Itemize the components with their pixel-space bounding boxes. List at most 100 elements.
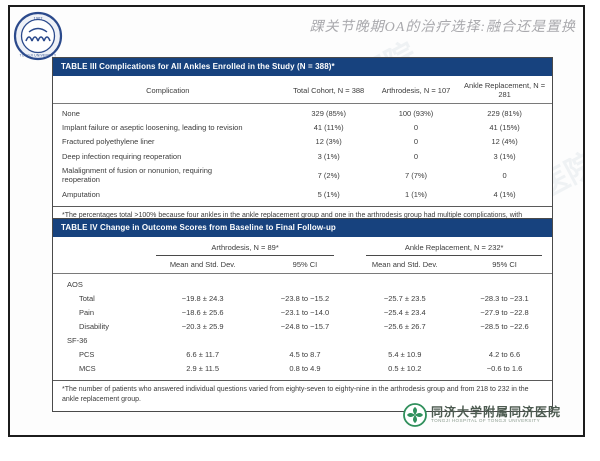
cell-value: 0 xyxy=(413,137,419,147)
group-header-replacement: Ankle Replacement, N = 232* xyxy=(352,243,552,256)
group-header-arthrodesis: Arthrodesis, N = 89* xyxy=(148,243,353,256)
cell-value: 12 (3%) xyxy=(315,137,342,147)
table-row: Pain −18.6 ± 25.6 −23.1 to −14.0 −25.4 ±… xyxy=(53,305,552,319)
table-row: Fractured polyethylene liner 12 (3%) 0 1… xyxy=(53,135,552,149)
row-label: Total xyxy=(79,293,95,303)
cell-value: 100 (93%) xyxy=(398,108,434,118)
cell-value: 5 (1%) xyxy=(317,189,340,199)
cell-value: 329 (85%) xyxy=(311,108,346,118)
cell-value: −24.8 to −15.7 xyxy=(280,321,330,331)
cell-value: 4.2 to 6.6 xyxy=(488,349,521,359)
tongji-university-seal-logo: 1907 TONGJI UNIVERSITY xyxy=(13,11,63,61)
cell-value: −23.8 to −15.2 xyxy=(280,293,330,303)
table-iii-header-row: Complication Total Cohort, N = 388 Arthr… xyxy=(53,76,552,104)
section-label: SF-36 xyxy=(67,335,88,345)
cell-value: −0.6 to 1.6 xyxy=(486,363,523,373)
table-row: Total −19.8 ± 24.3 −23.8 to −15.2 −25.7 … xyxy=(53,291,552,305)
table-iv-footnote: *The number of patients who answered ind… xyxy=(53,380,552,411)
table-row: Disability −20.3 ± 25.9 −24.8 to −15.7 −… xyxy=(53,319,552,333)
cell-value: 0 xyxy=(413,151,419,161)
cell-value: 4 (1%) xyxy=(493,189,516,199)
hospital-emblem-icon xyxy=(403,403,427,427)
column-header: Ankle Replacement, N = 281 xyxy=(464,81,546,99)
table-iv-body: AOS Total −19.8 ± 24.3 −23.8 to −15.2 −2… xyxy=(53,274,552,380)
cell-value: −25.6 ± 26.7 xyxy=(383,321,426,331)
slide-title: 踝关节晚期OA的治疗选择:融合还是置换 xyxy=(309,20,576,35)
complication-label: Deep infection requiring reoperation xyxy=(62,151,182,161)
tongji-hospital-logo: 同济大学附属同济医院 TONGJI HOSPITAL OF TONGJI UNI… xyxy=(403,403,561,427)
table-row: None 329 (85%) 100 (93%) 229 (81%) xyxy=(53,106,552,120)
seal-bridge-icon xyxy=(25,36,51,42)
row-label: PCS xyxy=(79,349,95,359)
column-header: 95% CI xyxy=(492,260,517,269)
cell-value: 7 (2%) xyxy=(317,170,340,180)
cell-value: −23.1 to −14.0 xyxy=(280,307,330,317)
cell-value: 0.5 ± 10.2 xyxy=(388,363,422,373)
cell-value: −20.3 ± 25.9 xyxy=(181,321,224,331)
complication-label: None xyxy=(62,108,80,118)
column-header: Mean and Std. Dev. xyxy=(169,260,236,269)
cell-value: −25.7 ± 23.5 xyxy=(383,293,426,303)
cell-value: −18.6 ± 25.6 xyxy=(181,307,224,317)
cell-value: −27.9 to −22.8 xyxy=(480,307,529,317)
column-header: Mean and Std. Dev. xyxy=(371,260,438,269)
cell-value: 0.8 to 4.9 xyxy=(289,363,321,373)
hospital-name-english: TONGJI HOSPITAL OF TONGJI UNIVERSITY xyxy=(430,417,541,423)
section-label: AOS xyxy=(67,279,83,289)
column-header: Complication xyxy=(146,85,190,95)
cell-value: 1 (1%) xyxy=(404,189,428,199)
cell-value: −28.5 to −22.6 xyxy=(480,321,529,331)
cell-value: 41 (15%) xyxy=(489,123,520,133)
slide-frame: 同济大学附属同济医院 同济大学附属同济医院 同济大学附属同济医院 1907 TO… xyxy=(8,5,585,437)
complication-label: Implant failure or aseptic loosening, le… xyxy=(62,122,243,132)
cell-value: 2.9 ± 11.5 xyxy=(186,363,220,373)
table-iv-subheader-row: Mean and Std. Dev. 95% CI Mean and Std. … xyxy=(53,256,552,274)
table-iv-title: TABLE IV Change in Outcome Scores from B… xyxy=(53,219,552,237)
cell-value: 3 (1%) xyxy=(317,151,340,161)
cell-value: 7 (7%) xyxy=(404,170,428,180)
cell-value: −28.3 to −23.1 xyxy=(480,293,529,303)
table-row: Deep infection requiring reoperation 3 (… xyxy=(53,149,552,163)
table-row: Implant failure or aseptic loosening, le… xyxy=(53,120,552,134)
seal-year: 1907 xyxy=(34,16,44,21)
cell-value: 41 (11%) xyxy=(313,123,344,133)
table-row: PCS 6.6 ± 11.7 4.5 to 8.7 5.4 ± 10.9 4.2… xyxy=(53,347,552,361)
group-header-label: Arthrodesis, N = 89* xyxy=(155,243,335,256)
group-header-label: Ankle Replacement, N = 232* xyxy=(366,243,542,256)
complication-label: Fractured polyethylene liner xyxy=(62,137,155,147)
row-label: MCS xyxy=(79,363,96,373)
cell-value: 5.4 ± 10.9 xyxy=(388,349,422,359)
cell-value: 0 xyxy=(502,170,507,180)
spacer xyxy=(53,260,148,269)
column-header: Total Cohort, N = 388 xyxy=(293,85,365,95)
cell-value: 229 (81%) xyxy=(487,108,522,118)
table-row: Malalignment of fusion or nonunion, requ… xyxy=(53,164,552,188)
column-header: 95% CI xyxy=(292,260,318,269)
row-label: Pain xyxy=(79,307,95,317)
hospital-name-chinese: 同济大学附属同济医院 xyxy=(430,405,561,420)
table-iv-group-header-row: Arthrodesis, N = 89* Ankle Replacement, … xyxy=(53,237,552,256)
table-iii-body: None 329 (85%) 100 (93%) 229 (81%) Impla… xyxy=(53,104,552,206)
table-row: MCS 2.9 ± 11.5 0.8 to 4.9 0.5 ± 10.2 −0.… xyxy=(53,361,552,375)
table-row: Amputation 5 (1%) 1 (1%) 4 (1%) xyxy=(53,187,552,201)
cell-value: 12 (4%) xyxy=(491,137,518,147)
section-row: AOS xyxy=(53,277,552,291)
cell-value: 6.6 ± 11.7 xyxy=(186,349,220,359)
row-label: Disability xyxy=(79,321,110,331)
section-row: SF-36 xyxy=(53,333,552,347)
cell-value: 4.5 to 8.7 xyxy=(289,349,321,359)
complication-label: Malalignment of fusion or nonunion, requ… xyxy=(62,166,213,185)
spacer xyxy=(53,243,148,256)
complication-label: Amputation xyxy=(62,189,100,199)
column-header: Arthrodesis, N = 107 xyxy=(381,85,451,95)
table-iv-outcome-scores: TABLE IV Change in Outcome Scores from B… xyxy=(52,218,553,412)
hospital-name-block: 同济大学附属同济医院 TONGJI HOSPITAL OF TONGJI UNI… xyxy=(431,406,561,423)
cell-value: −19.8 ± 24.3 xyxy=(181,293,224,303)
table-iii-complications: TABLE III Complications for All Ankles E… xyxy=(52,57,553,238)
table-iii-title: TABLE III Complications for All Ankles E… xyxy=(53,58,552,76)
seal-name: TONGJI UNIVERSITY xyxy=(20,54,57,58)
cell-value: 0 xyxy=(413,123,419,133)
cell-value: 3 (1%) xyxy=(493,151,516,161)
cell-value: −25.4 ± 23.4 xyxy=(383,307,426,317)
